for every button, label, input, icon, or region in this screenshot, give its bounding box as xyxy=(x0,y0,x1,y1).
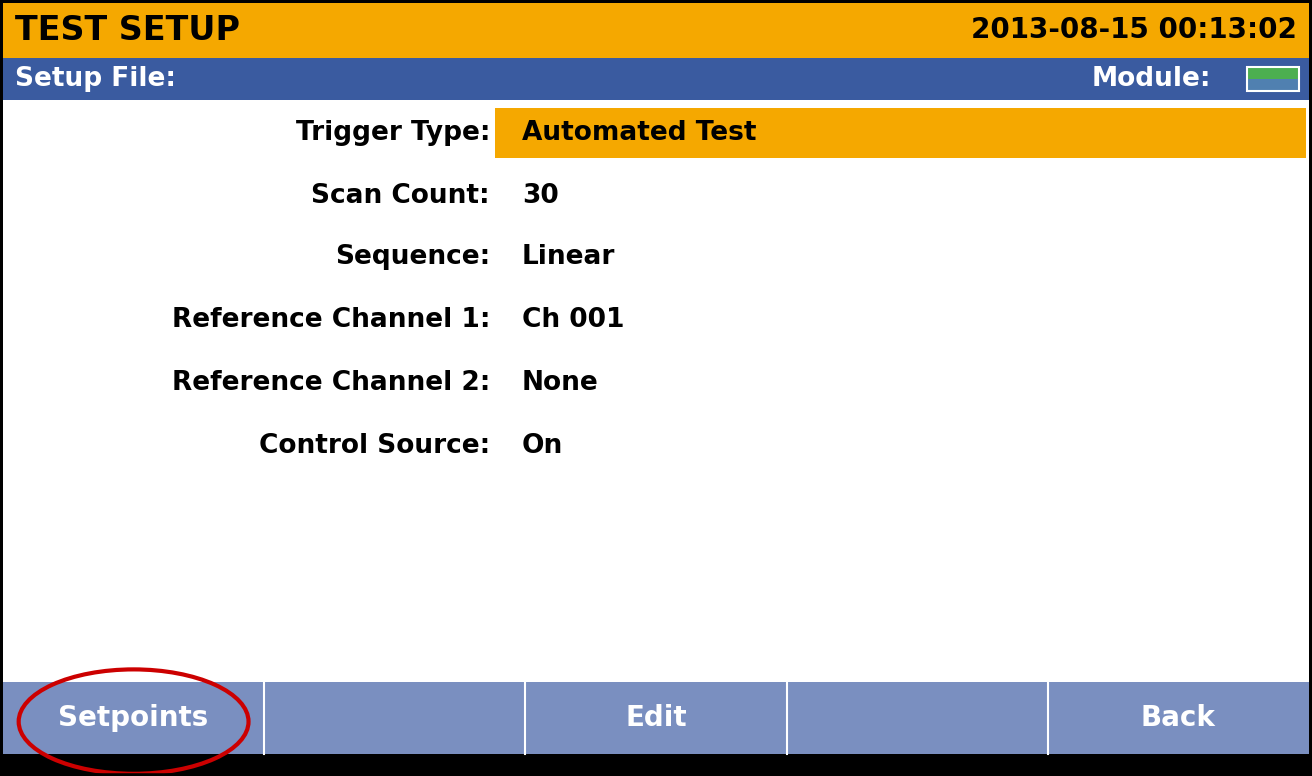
Bar xyxy=(1246,67,1299,91)
Text: 30: 30 xyxy=(522,183,559,209)
Bar xyxy=(495,108,1305,158)
Text: Setup File:: Setup File: xyxy=(14,66,176,92)
Text: TEST SETUP: TEST SETUP xyxy=(14,14,240,47)
Text: Ch 001: Ch 001 xyxy=(522,307,625,333)
Bar xyxy=(3,3,1309,58)
Text: Linear: Linear xyxy=(522,244,615,270)
Bar xyxy=(3,58,1309,100)
Text: Trigger Type:: Trigger Type: xyxy=(295,120,489,146)
Text: Sequence:: Sequence: xyxy=(335,244,489,270)
Bar xyxy=(3,682,1309,754)
Text: On: On xyxy=(522,433,563,459)
Text: Reference Channel 1:: Reference Channel 1: xyxy=(172,307,489,333)
Bar xyxy=(3,100,1309,682)
Text: Setpoints: Setpoints xyxy=(59,704,209,732)
Bar xyxy=(1246,67,1299,79)
Text: Scan Count:: Scan Count: xyxy=(311,183,489,209)
Text: None: None xyxy=(522,370,598,396)
Text: Reference Channel 2:: Reference Channel 2: xyxy=(172,370,489,396)
Text: Edit: Edit xyxy=(626,704,686,732)
Text: Module:: Module: xyxy=(1092,66,1211,92)
Bar xyxy=(1246,79,1299,91)
Text: Back: Back xyxy=(1141,704,1216,732)
Text: 2013-08-15 00:13:02: 2013-08-15 00:13:02 xyxy=(971,16,1298,44)
Text: Control Source:: Control Source: xyxy=(258,433,489,459)
Text: Automated Test: Automated Test xyxy=(522,120,757,146)
